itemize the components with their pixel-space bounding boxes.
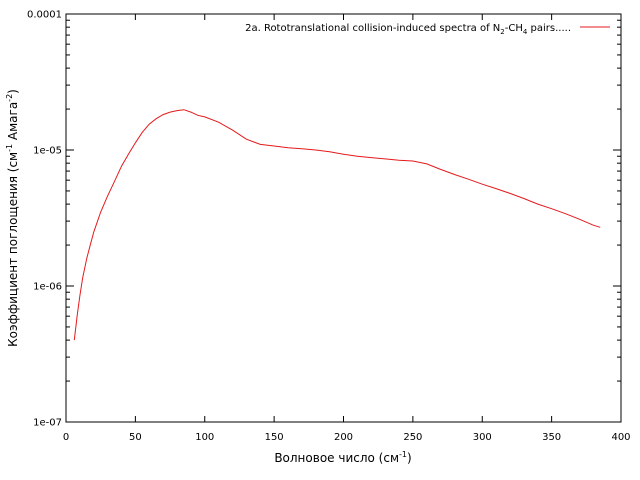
series-line (73, 109, 601, 341)
y-axis-title: Коэффициент поглощения (см-1 Амага-2) (5, 89, 20, 347)
series-layer (73, 109, 601, 341)
y-tick-label: 1e-06 (33, 282, 62, 293)
x-axis-title-end: ) (407, 451, 412, 465)
y-axis-title-main: Коэффициент поглощения (см (6, 152, 20, 347)
y-axis-title-superscript-1: -1 (5, 144, 14, 152)
legend-label: 2a. Rototranslational collision-induced … (245, 23, 571, 36)
y-tick-label: 1e-07 (33, 418, 62, 429)
legend-label-start: 2a. Rototranslational collision-induced … (245, 23, 500, 34)
x-tick-label: 400 (611, 432, 630, 443)
x-tick-label: 250 (403, 432, 422, 443)
y-axis-title-superscript-2: -2 (5, 94, 14, 102)
x-axis-title-superscript: -1 (399, 450, 407, 459)
x-axis-title: Волновое число (см-1) (274, 450, 411, 465)
x-tick-label: 300 (473, 432, 492, 443)
legend-label-end: pairs..... (527, 23, 571, 34)
x-tick-label: 350 (542, 432, 561, 443)
y-axis-ticks: 1e-07 1e-06 1e-05 0.0001 (27, 10, 621, 429)
x-tick-label: 0 (63, 432, 69, 443)
y-tick-label: 1e-05 (33, 146, 62, 157)
x-tick-label: 100 (195, 432, 214, 443)
x-tick-label: 50 (129, 432, 142, 443)
x-tick-label: 200 (334, 432, 353, 443)
x-axis-ticks: 0 50 100 150 200 250 300 350 400 (63, 14, 631, 443)
y-axis-title-mid: Амага (6, 102, 20, 144)
legend-label-mid: -CH (505, 23, 523, 34)
legend-label-subscript-1: 2 (500, 28, 504, 36)
x-tick-label: 150 (265, 432, 284, 443)
legend-label-subscript-2: 4 (523, 28, 528, 36)
plot-frame (65, 13, 622, 423)
y-tick-label: 0.0001 (27, 10, 62, 21)
y-axis-title-end: ) (6, 89, 20, 94)
x-axis-title-main: Волновое число (см (274, 451, 399, 465)
legend: 2a. Rototranslational collision-induced … (245, 23, 610, 36)
